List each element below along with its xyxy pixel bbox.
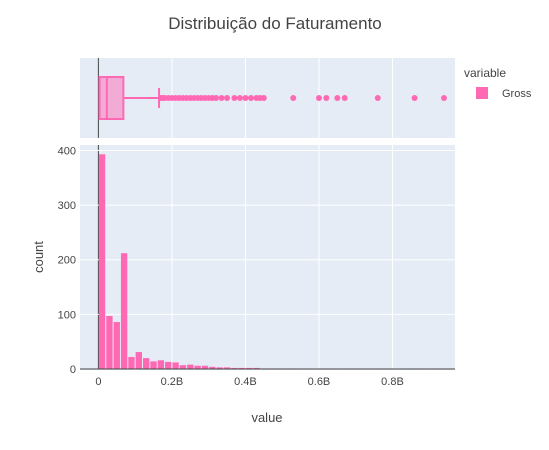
legend-title: variable <box>464 66 506 80</box>
x-tick-label: 0.2B <box>161 376 184 388</box>
legend-item-gross[interactable]: Gross <box>476 87 532 100</box>
box-iqr[interactable] <box>98 76 125 120</box>
box-outlier-point[interactable] <box>411 95 418 101</box>
box-outlier-point[interactable] <box>315 95 322 101</box>
histogram-bar[interactable] <box>245 367 253 369</box>
legend[interactable]: variable Gross <box>464 66 532 100</box>
histogram-bar[interactable] <box>238 367 245 369</box>
y-tick-label: 400 <box>58 145 76 157</box>
histogram-bar[interactable] <box>187 364 194 369</box>
x-tick-label: 0.8B <box>381 376 404 388</box>
x-axis-title: value <box>251 410 282 425</box>
histogram-bar[interactable] <box>216 367 223 369</box>
y-tick-label: 100 <box>58 309 76 321</box>
x-tick-label: 0.4B <box>234 376 257 388</box>
box-outlier-point[interactable] <box>247 95 254 101</box>
box-outlier-point[interactable] <box>236 95 243 101</box>
legend-label-gross: Gross <box>502 88 532 100</box>
histogram-bar[interactable] <box>194 365 201 369</box>
box-outlier-point[interactable] <box>218 95 225 101</box>
box-outlier-point[interactable] <box>231 95 238 101</box>
y-tick-label: 300 <box>58 200 76 212</box>
box-outlier-point[interactable] <box>374 95 381 101</box>
x-tick-label: 0.6B <box>308 376 331 388</box>
histogram-bar[interactable] <box>157 360 165 369</box>
y-tick-label: 200 <box>58 255 76 267</box>
histogram-bar[interactable] <box>120 253 128 369</box>
histogram-plot-area[interactable] <box>80 145 455 370</box>
y-axis-title: count <box>31 241 46 273</box>
box-outlier-point[interactable] <box>323 95 330 101</box>
histogram-bar[interactable] <box>223 367 231 369</box>
box-outlier-point[interactable] <box>334 95 341 101</box>
histogram-bar[interactable] <box>231 367 238 369</box>
box-outlier-point[interactable] <box>260 95 267 101</box>
histogram-bar[interactable] <box>165 361 172 369</box>
histogram-bar[interactable] <box>143 358 150 369</box>
histogram-bar[interactable] <box>172 362 179 369</box>
y-tick-label: 0 <box>70 364 76 376</box>
histogram-bar[interactable] <box>113 322 120 369</box>
chart-title: Distribuição do Faturamento <box>168 14 382 33</box>
box-outlier-point[interactable] <box>213 95 220 101</box>
x-tick-label: 0 <box>95 376 101 388</box>
box-outlier-point[interactable] <box>290 95 297 101</box>
histogram-bar[interactable] <box>253 367 260 369</box>
histogram-gridlines <box>80 145 455 369</box>
histogram-bar[interactable] <box>135 352 142 369</box>
legend-swatch <box>476 87 488 99</box>
histogram-bars[interactable] <box>98 154 444 369</box>
histogram-bar[interactable] <box>98 154 106 369</box>
histogram-bar[interactable] <box>106 316 113 369</box>
histogram-bar[interactable] <box>128 356 135 369</box>
box-outlier-point[interactable] <box>341 95 348 101</box>
histogram-bar[interactable] <box>179 365 187 369</box>
box-outlier-point[interactable] <box>440 95 447 101</box>
histogram-bar[interactable] <box>150 361 157 369</box>
histogram-bar[interactable] <box>209 366 216 369</box>
x-axis-ticks: 0 0.2B 0.4B 0.6B 0.8B <box>95 376 404 388</box>
box-outlier-point[interactable] <box>224 95 231 101</box>
box-plot[interactable] <box>98 76 447 120</box>
box-outlier-point[interactable] <box>242 95 249 101</box>
y-axis-ticks: 0 100 200 300 400 <box>58 145 76 376</box>
histogram-bar[interactable] <box>201 365 209 369</box>
